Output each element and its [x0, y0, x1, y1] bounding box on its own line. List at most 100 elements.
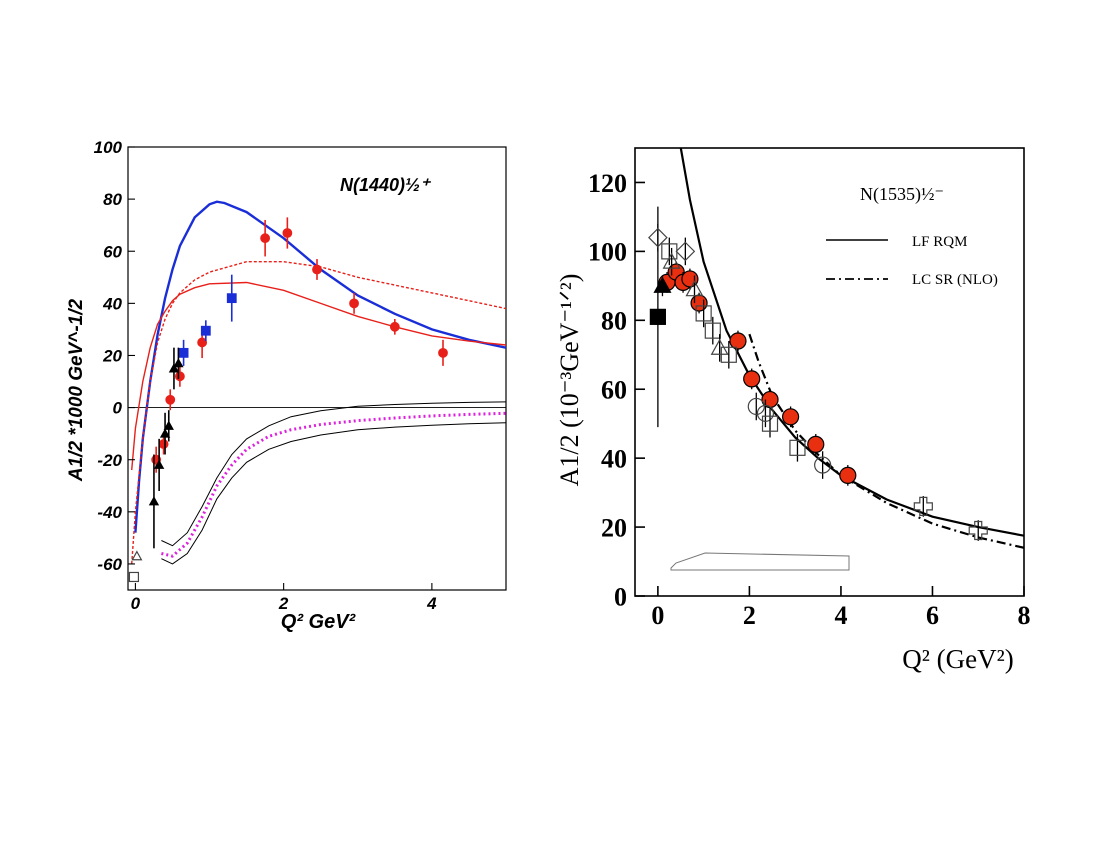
L-marker-circle-5 — [438, 347, 448, 358]
inset-outline — [670, 552, 850, 571]
L-ytick-label-0: 100 — [94, 138, 123, 157]
R-marker-circle-6 — [743, 370, 761, 388]
L-marker-square-21 — [128, 571, 140, 583]
R-xtick-label-2: 4 — [834, 601, 847, 630]
L-data-point-8 — [165, 389, 176, 411]
chart-left: 100 80 60 40 20 0 -20 -40 -60 0 2 4 N(1440)½⁺ Q² G… — [66, 138, 507, 633]
L-marker-triangle-19 — [173, 357, 184, 368]
R-data-point-19 — [704, 316, 721, 345]
L-xtick-label-1: 2 — [278, 594, 289, 613]
R-data-point-6 — [743, 368, 761, 390]
L-marker-circle-4 — [389, 321, 400, 332]
R-marker-square-11 — [649, 308, 666, 325]
L-xtick-label-0: 0 — [131, 594, 141, 613]
R-marker-triangle-12 — [653, 276, 672, 293]
L-series-line-1 — [131, 281, 506, 471]
R-ytick-label-3: 60 — [601, 376, 627, 405]
L-marker-square-13 — [178, 347, 189, 358]
R-xtick-label-4: 8 — [1018, 601, 1031, 630]
R-data-point-5 — [729, 330, 747, 352]
L-marker-triangle-18 — [168, 363, 180, 373]
L-marker-circle-8 — [165, 394, 176, 405]
L-data-point-17 — [163, 410, 174, 442]
right-ylabel: A1/2 (10⁻³GeV⁻¹ᐟ²) — [555, 274, 584, 487]
L-marker-square-12 — [226, 293, 237, 304]
L-data-point-15 — [153, 438, 165, 491]
L-series-line-4 — [161, 401, 506, 547]
legend-label-lfrqm: LF RQM — [912, 234, 967, 250]
L-series-line-5 — [161, 422, 506, 565]
L-marker-triangle-17 — [163, 420, 174, 430]
R-data-point-17 — [685, 275, 704, 304]
R-marker-square-24 — [761, 415, 779, 432]
R-marker-circle-10 — [839, 466, 857, 484]
R-xtick-label-3: 6 — [926, 601, 939, 630]
R-data-point-28 — [968, 520, 988, 541]
R-marker-circle-4 — [690, 294, 708, 312]
R-data-point-21 — [720, 340, 737, 369]
L-data-point-1 — [282, 217, 293, 249]
R-data-point-18 — [695, 299, 712, 328]
L-data-point-14 — [148, 454, 160, 549]
L-marker-circle-0 — [260, 233, 271, 244]
L-series-line-2 — [131, 261, 506, 564]
L-data-point-20 — [131, 550, 143, 561]
L-ytick-label-7: -40 — [97, 503, 122, 522]
L-series-line-3 — [161, 411, 506, 558]
L-ytick-label-1: 80 — [103, 190, 122, 209]
R-ytick-label-5: 100 — [588, 238, 627, 267]
L-marker-triangle-20 — [131, 550, 143, 561]
L-data-point-18 — [168, 347, 180, 390]
L-data-point-4 — [389, 318, 400, 335]
L-marker-triangle-16 — [159, 428, 171, 438]
R-ytick-label-1: 20 — [601, 513, 627, 542]
L-xtick-label-2: 4 — [426, 594, 437, 613]
L-data-point-3 — [349, 292, 359, 314]
R-data-point-15 — [675, 237, 696, 266]
R-marker-circle-8 — [781, 408, 800, 426]
R-marker-triangle-16 — [662, 252, 681, 269]
R-marker-diamond-13 — [648, 227, 668, 248]
L-data-point-12 — [226, 274, 237, 322]
R-marker-circle-23 — [756, 404, 775, 422]
left-annotation: N(1440)½⁺ — [340, 175, 432, 195]
L-data-point-11 — [200, 320, 211, 342]
R-data-point-23 — [756, 399, 775, 428]
R-marker-circle-9 — [807, 435, 825, 453]
R-data-point-8 — [781, 406, 800, 428]
legend-label-lcsr: LC SR (NLO) — [912, 272, 998, 288]
L-marker-circle-9 — [158, 439, 169, 449]
R-data-point-22 — [747, 392, 765, 421]
L-marker-circle-2 — [312, 264, 322, 275]
R-marker-circle-5 — [729, 332, 747, 350]
L-ytick-label-5: 0 — [113, 399, 123, 418]
R-ytick-label-2: 40 — [601, 445, 627, 474]
R-marker-triangle-17 — [685, 280, 704, 297]
R-ytick-label-6: 120 — [588, 169, 627, 198]
R-marker-diamond-15 — [675, 241, 696, 262]
R-ytick-label-4: 80 — [601, 307, 627, 336]
L-ytick-label-2: 60 — [103, 242, 122, 261]
L-series-line-0 — [134, 200, 506, 533]
R-series-line-1 — [748, 333, 1024, 549]
L-marker-circle-6 — [197, 337, 208, 348]
R-data-point-9 — [807, 434, 825, 455]
R-marker-circle-26 — [814, 456, 832, 474]
R-data-point-10 — [839, 465, 857, 486]
L-data-point-16 — [159, 412, 171, 455]
R-marker-cross-27 — [913, 496, 933, 516]
L-ytick-label-6: -20 — [97, 451, 122, 470]
R-marker-circle-3 — [681, 270, 699, 288]
R-data-point-13 — [648, 223, 668, 252]
L-marker-circle-3 — [349, 298, 359, 309]
left-ylabel: A1/2 *1000 GeV^-1/2 — [66, 298, 87, 482]
R-marker-circle-22 — [747, 397, 765, 416]
L-ytick-label-8: -60 — [97, 555, 122, 574]
R-xtick-label-1: 2 — [743, 601, 756, 630]
R-data-point-27 — [913, 496, 933, 517]
L-marker-square-11 — [200, 325, 211, 336]
right-annotation: N(1535)½⁻ — [860, 184, 944, 205]
R-data-point-24 — [761, 409, 779, 438]
R-marker-square-18 — [695, 305, 712, 322]
